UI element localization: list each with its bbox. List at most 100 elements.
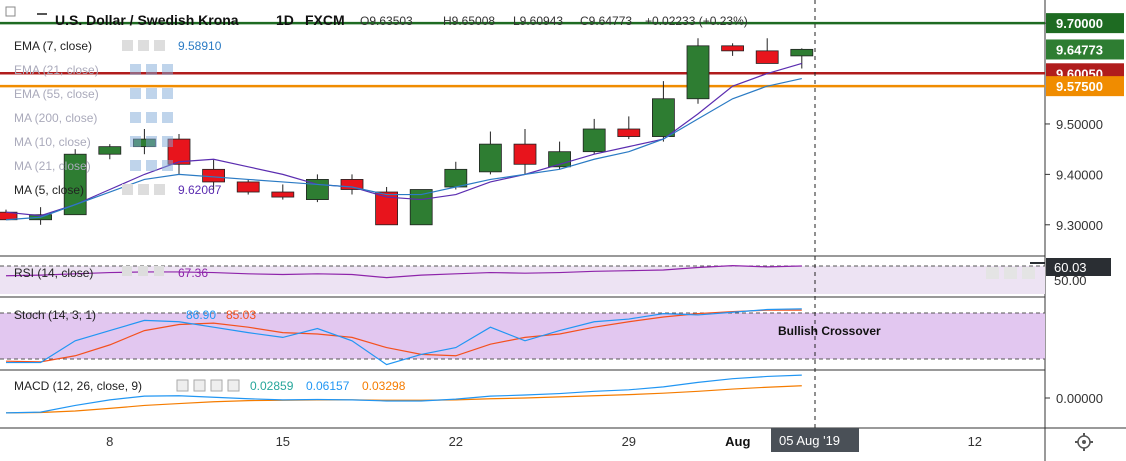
indicator-label[interactable]: EMA (7, close) [14, 39, 92, 53]
close-icon[interactable] [154, 40, 165, 51]
macd-pane [5, 374, 802, 414]
rsi-pane-icons[interactable] [122, 266, 164, 276]
ohlc-change: +0.02233 (+0.23%) [645, 14, 748, 28]
indicator-label[interactable]: MA (5, close) [14, 183, 84, 197]
close-icon[interactable] [162, 88, 173, 99]
close-icon[interactable] [154, 266, 164, 276]
gear-icon[interactable] [193, 379, 206, 392]
indicator-label[interactable]: MA (200, close) [14, 111, 97, 125]
rsi-value: 67.36 [178, 266, 208, 280]
chart-header: U.S. Dollar / Swedish Krona 1D FXCM O9.6… [5, 6, 748, 28]
close-icon[interactable] [162, 112, 173, 123]
candle-up [63, 153, 87, 216]
candle-up [686, 45, 710, 100]
gear-icon[interactable] [146, 136, 157, 147]
close-icon[interactable] [162, 160, 173, 171]
macd-zero-tick: 0.00000 [1056, 391, 1103, 406]
gear-icon[interactable] [146, 64, 157, 75]
time-tick-label: Aug [725, 434, 750, 449]
stoch-k-value: 86.90 [186, 308, 216, 322]
macd-signal-line [5, 385, 802, 414]
eye-icon[interactable] [176, 379, 189, 392]
indicator-label[interactable]: EMA (21, close) [14, 63, 99, 77]
macd-value-3: 0.03298 [362, 379, 406, 393]
settings-icon[interactable] [1075, 433, 1093, 451]
time-tick-label: 29 [622, 434, 636, 449]
candle-up [98, 146, 122, 155]
price-tag [1046, 76, 1124, 97]
indicator-label[interactable]: MA (21, close) [14, 159, 91, 173]
time-axis[interactable]: 8 15 22 29 Aug 12 [106, 434, 982, 449]
eye-icon[interactable] [122, 40, 133, 51]
braces-icon[interactable] [210, 379, 223, 392]
indicator-label[interactable]: EMA (55, close) [14, 87, 99, 101]
indicator-legend: EMA (7, close) 9.58910 EMA (21, close) EMA … [14, 39, 222, 197]
gear-icon[interactable] [138, 266, 148, 276]
price-tick-label: 9.40000 [1056, 167, 1103, 182]
collapse-icon[interactable] [5, 6, 16, 17]
candle-down [755, 50, 779, 64]
gear-icon[interactable] [146, 112, 157, 123]
candle-down [167, 138, 191, 165]
ema7-line [5, 77, 802, 221]
close-icon[interactable] [162, 136, 173, 147]
candle-down [617, 128, 641, 137]
macd-line [5, 374, 802, 414]
interval-label[interactable]: 1D [276, 12, 294, 28]
price-tag-label: 9.57500 [1056, 79, 1103, 94]
gear-icon[interactable] [146, 160, 157, 171]
macd-label[interactable]: MACD (12, 26, close, 9) [14, 379, 142, 393]
eye-icon[interactable] [130, 136, 141, 147]
rsi-last-tag [1046, 258, 1111, 276]
time-tick-label: 8 [106, 434, 113, 449]
candle-up [582, 128, 606, 153]
maximize-icon[interactable] [1004, 267, 1017, 279]
close-icon[interactable] [154, 184, 165, 195]
eye-icon[interactable] [122, 184, 133, 195]
eye-icon[interactable] [130, 160, 141, 171]
move-up-icon[interactable] [986, 267, 999, 279]
price-tag-label: 9.64773 [1056, 42, 1103, 57]
minimize-icon[interactable] [37, 13, 47, 15]
candle-down [513, 143, 537, 165]
stoch-label[interactable]: Stoch (14, 3, 1) [14, 308, 96, 322]
indicator-label[interactable]: MA (10, close) [14, 135, 91, 149]
price-tick-label: 9.30000 [1056, 218, 1103, 233]
gear-icon[interactable] [146, 88, 157, 99]
move-down-icon[interactable] [1022, 267, 1035, 279]
stoch-d-line [5, 309, 802, 363]
candle-down [202, 168, 226, 183]
gear-icon[interactable] [138, 40, 149, 51]
candle-up [444, 168, 468, 188]
rsi-band [0, 266, 1045, 294]
ohlc-open: O9.63503 [360, 14, 413, 28]
candle-up [652, 98, 675, 137]
moving-average-overlays [5, 62, 802, 221]
ma5-line [5, 62, 802, 217]
price-tag-label: 9.70000 [1056, 16, 1103, 31]
candle-up [790, 48, 814, 57]
crosshair-date-label: 05 Aug '19 [779, 433, 840, 448]
ohlc-high: H9.65008 [443, 14, 495, 28]
price-tag [1046, 39, 1124, 60]
eye-icon[interactable] [122, 266, 132, 276]
close-icon[interactable] [162, 64, 173, 75]
stoch-band [0, 313, 1045, 359]
eye-icon[interactable] [130, 88, 141, 99]
candlesticks [0, 38, 814, 226]
eye-icon[interactable] [130, 64, 141, 75]
gear-icon[interactable] [138, 184, 149, 195]
stoch-pane [5, 308, 802, 366]
rsi-last-value: 60.03 [1054, 260, 1087, 275]
close-icon[interactable] [227, 379, 240, 392]
eye-icon[interactable] [130, 112, 141, 123]
macd-value-2: 0.06157 [306, 379, 350, 393]
macd-value-1: 0.02859 [250, 379, 294, 393]
rsi-pane-controls[interactable] [986, 267, 1035, 279]
candle-down [340, 179, 364, 190]
indicator-value: 9.58910 [178, 39, 222, 53]
macd-pane-icons[interactable] [176, 379, 240, 392]
rsi-label[interactable]: RSI (14, close) [14, 266, 93, 280]
price-tag [1046, 13, 1124, 34]
